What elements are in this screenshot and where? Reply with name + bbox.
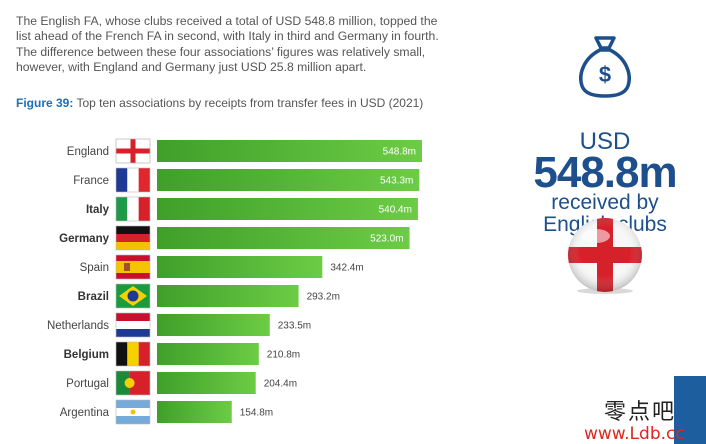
chart-row-england: England 548.8m bbox=[67, 138, 422, 164]
money-bag-icon: $ bbox=[579, 36, 631, 98]
data-label: 540.4m bbox=[379, 205, 412, 216]
highlight-amount: 548.8m bbox=[533, 148, 677, 197]
category-label: Argentina bbox=[60, 407, 110, 419]
category-label: England bbox=[67, 146, 109, 158]
data-label: 523.0m bbox=[370, 234, 403, 245]
chart-row-spain: Spain 342.4m bbox=[80, 254, 364, 280]
bar bbox=[157, 227, 410, 249]
data-label: 548.8m bbox=[383, 147, 416, 158]
corner-accent bbox=[674, 376, 706, 444]
bar bbox=[157, 140, 422, 162]
chart-row-belgium: Belgium 210.8m bbox=[64, 341, 300, 367]
data-label: 342.4m bbox=[330, 263, 363, 274]
england-flag-ball-icon bbox=[568, 218, 642, 294]
category-label: France bbox=[73, 175, 109, 187]
highlight-currency: USD bbox=[579, 128, 631, 155]
bar bbox=[157, 314, 270, 336]
france-flag-icon bbox=[115, 167, 151, 193]
category-label: Belgium bbox=[64, 349, 109, 361]
highlight-panel: $ USD 548.8m received by English clubs bbox=[510, 30, 706, 444]
figure-title: Top ten associations by receipts from tr… bbox=[76, 96, 424, 110]
intro-paragraph: The English FA, whose clubs received a t… bbox=[16, 14, 439, 75]
data-label: 210.8m bbox=[267, 350, 300, 361]
highlight-subtitle-line1: received by bbox=[551, 191, 659, 214]
brazil-flag-icon bbox=[115, 283, 151, 309]
category-label: Netherlands bbox=[47, 320, 109, 332]
italy-flag-icon bbox=[115, 196, 151, 222]
category-label: Spain bbox=[80, 262, 109, 274]
watermark-url: www.Ldb.cc bbox=[584, 424, 685, 444]
england-flag-icon bbox=[115, 138, 151, 164]
chart-row-argentina: Argentina 154.8m bbox=[60, 399, 273, 425]
category-label: Brazil bbox=[78, 291, 109, 303]
data-label: 543.3m bbox=[380, 176, 413, 187]
germany-flag-icon bbox=[115, 225, 151, 251]
belgium-flag-icon bbox=[115, 341, 151, 367]
argentina-flag-icon bbox=[115, 399, 151, 425]
chart-row-netherlands: Netherlands 233.5m bbox=[47, 312, 311, 338]
data-label: 204.4m bbox=[264, 379, 297, 390]
chart-row-germany: Germany 523.0m bbox=[59, 225, 410, 251]
bar-chart: England 548.8m France 543.3m Italy 540.4m Germ… bbox=[47, 138, 422, 425]
category-label: Portugal bbox=[66, 378, 109, 390]
netherlands-flag-icon bbox=[115, 312, 151, 338]
spain-flag-icon bbox=[115, 254, 151, 280]
bar bbox=[157, 198, 418, 220]
data-label: 154.8m bbox=[240, 408, 273, 419]
chart-row-italy: Italy 540.4m bbox=[86, 196, 418, 222]
figure-label: Figure 39: bbox=[16, 96, 74, 110]
bar bbox=[157, 285, 299, 307]
figure-caption: Figure 39: Top ten associations by recei… bbox=[16, 96, 456, 110]
data-label: 293.2m bbox=[307, 292, 340, 303]
category-label: Germany bbox=[59, 233, 109, 245]
watermark-text: 零点吧 bbox=[604, 400, 677, 425]
portugal-flag-icon bbox=[115, 370, 151, 396]
bar bbox=[157, 169, 420, 191]
chart-row-portugal: Portugal 204.4m bbox=[66, 370, 297, 396]
category-label: Italy bbox=[86, 204, 110, 216]
data-label: 233.5m bbox=[278, 321, 311, 332]
svg-text:$: $ bbox=[599, 62, 611, 87]
chart-row-brazil: Brazil 293.2m bbox=[78, 283, 340, 309]
bar bbox=[157, 343, 259, 365]
bar bbox=[157, 256, 323, 278]
chart-row-france: France 543.3m bbox=[73, 167, 420, 193]
bar bbox=[157, 401, 232, 423]
bar bbox=[157, 372, 256, 394]
